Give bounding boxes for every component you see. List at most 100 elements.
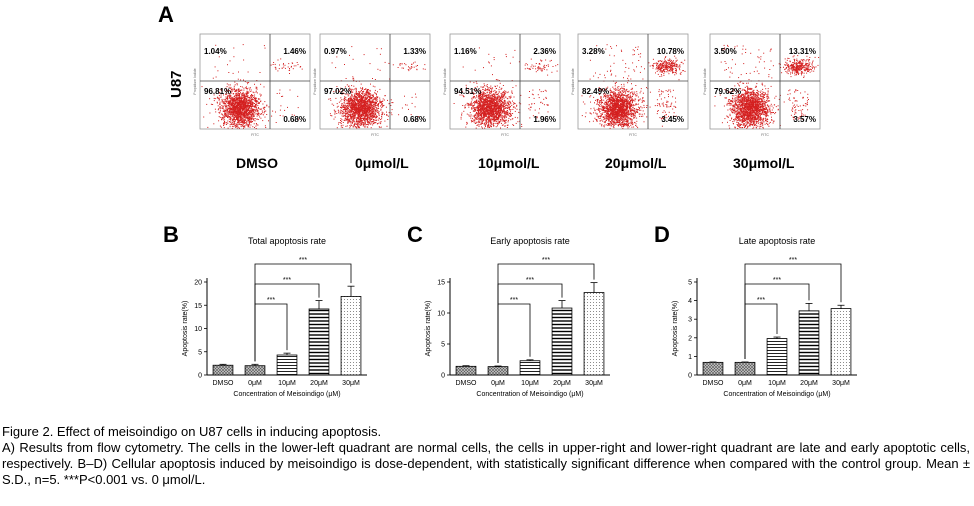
significance-label: *** <box>773 277 781 284</box>
facs-condition-label: DMSO <box>236 155 278 171</box>
quadrant-ll-value: 96.81% <box>204 87 231 96</box>
error-bar <box>805 302 813 311</box>
y-tick-label: 20 <box>194 280 202 287</box>
x-tick-label: 10μM <box>521 380 539 387</box>
bar <box>519 360 541 376</box>
bar-chart-svg: Early apoptosis rate 0 5 10 15 Apoptosis rate… <box>425 236 610 398</box>
bar-chart: Late apoptosis rate 0 1 2 3 4 5 Apoptosis rate(… <box>650 232 890 412</box>
bar <box>340 296 362 376</box>
y-axis-label: Apoptosis rate(%) <box>182 301 189 357</box>
y-tick-label: 10 <box>194 326 202 333</box>
significance-bracket <box>497 303 531 364</box>
facs-plot: 3.28% 10.78% 82.49% 3.45% Propidium Iodide FI… <box>571 33 689 137</box>
y-tick-label: 4 <box>688 298 692 305</box>
error-bar <box>558 300 566 309</box>
y-tick-label: 1 <box>688 354 692 361</box>
error-bar <box>494 365 502 367</box>
significance-label: *** <box>757 297 765 304</box>
significance-label: *** <box>267 297 275 304</box>
facs-condition-label: 10μmol/L <box>478 155 540 171</box>
x-tick-label: 30μM <box>832 380 850 387</box>
y-tick-label: 0 <box>198 373 202 380</box>
caption-title: Figure 2. Effect of meisoindigo on U87 c… <box>2 424 382 439</box>
row-label-u87: U87 <box>168 70 185 98</box>
facs-scatter: 0.97% 1.33% 97.02% 0.68% Propidium Iodide FIT… <box>313 33 431 137</box>
facs-plot: 3.50% 13.31% 79.62% 3.57% Propidium Iodide FI… <box>703 33 821 137</box>
quadrant-ur-value: 1.33% <box>403 47 426 56</box>
x-tick-label: 10μM <box>768 380 786 387</box>
facs-scatter: 1.04% 1.46% 96.81% 0.68% Propidium Iodide FIT… <box>193 33 311 137</box>
significance-label: *** <box>542 257 550 264</box>
bar <box>702 361 724 376</box>
panel-d-letter: D <box>654 222 670 247</box>
facs-x-axis-label: FITC <box>251 133 259 137</box>
error-bar <box>219 363 227 366</box>
x-axis-label: Concentration of Meisoindigo (μM) <box>476 391 583 398</box>
x-tick-label: DMSO <box>456 380 478 387</box>
bar <box>276 354 298 376</box>
facs-condition-label: 20μmol/L <box>605 155 667 171</box>
y-tick-label: 3 <box>688 317 692 324</box>
x-tick-label: 0μM <box>738 380 752 387</box>
y-tick-label: 0 <box>688 373 692 380</box>
facs-x-axis-label: FITC <box>501 133 509 137</box>
significance-label: *** <box>789 257 797 264</box>
facs-y-axis-label: Propidium Iodide <box>703 68 707 94</box>
y-axis-label: Apoptosis rate(%) <box>672 301 679 357</box>
y-tick-label: 5 <box>441 342 445 349</box>
x-axis-label: Concentration of Meisoindigo (μM) <box>233 391 340 398</box>
x-axis-label: Concentration of Meisoindigo (μM) <box>723 391 830 398</box>
y-tick-label: 15 <box>437 280 445 287</box>
x-tick-label: 0μM <box>248 380 262 387</box>
chart-title: Late apoptosis rate <box>739 236 816 246</box>
panel-a-letter: A <box>158 2 174 27</box>
error-bar <box>773 336 781 339</box>
quadrant-ur-value: 2.36% <box>533 47 556 56</box>
facs-condition-label: 0μmol/L <box>355 155 409 171</box>
facs-y-axis-label: Propidium Iodide <box>313 68 317 94</box>
quadrant-ul-value: 1.04% <box>204 47 227 56</box>
facs-plot: 1.16% 2.36% 94.51% 1.96% Propidium Iodide FIT… <box>443 33 561 137</box>
y-tick-label: 15 <box>194 303 202 310</box>
x-tick-label: 10μM <box>278 380 296 387</box>
facs-plot: 1.04% 1.46% 96.81% 0.68% Propidium Iodide FIT… <box>193 33 311 137</box>
bar <box>798 310 820 376</box>
bar <box>308 308 330 376</box>
bar-chart: Total apoptosis rate 0 5 10 15 20 Apoptosis ra… <box>160 232 400 412</box>
y-axis-label: Apoptosis rate(%) <box>425 301 432 357</box>
caption-body: A) Results from flow cytometry. The cell… <box>2 440 970 487</box>
panel-b-letter: B <box>163 222 179 247</box>
x-tick-label: 30μM <box>585 380 603 387</box>
bar <box>583 292 605 376</box>
facs-scatter: 3.50% 13.31% 79.62% 3.57% Propidium Iodide FI… <box>703 33 821 137</box>
cell-dots <box>328 46 426 129</box>
y-tick-label: 0 <box>441 373 445 380</box>
x-tick-label: DMSO <box>213 380 235 387</box>
facs-condition-label: 30μmol/L <box>733 155 795 171</box>
quadrant-lr-value: 3.45% <box>661 115 684 124</box>
quadrant-lr-value: 3.57% <box>793 115 816 124</box>
quadrant-lr-value: 1.96% <box>533 115 556 124</box>
bar <box>830 308 852 376</box>
x-tick-label: 20μM <box>310 380 328 387</box>
facs-x-axis-label: FITC <box>761 133 769 137</box>
y-tick-label: 2 <box>688 335 692 342</box>
error-bar <box>347 285 355 297</box>
facs-scatter: 3.28% 10.78% 82.49% 3.45% Propidium Iodide FI… <box>571 33 689 137</box>
y-tick-label: 5 <box>688 280 692 287</box>
significance-label: *** <box>526 277 534 284</box>
error-bar <box>251 363 259 366</box>
x-tick-label: 20μM <box>553 380 571 387</box>
y-tick-label: 10 <box>437 311 445 318</box>
chart-title: Total apoptosis rate <box>248 236 326 246</box>
quadrant-ur-value: 13.31% <box>789 47 816 56</box>
quadrant-ur-value: 1.46% <box>283 47 306 56</box>
cell-dots <box>201 44 303 129</box>
bar <box>551 307 573 376</box>
error-bar <box>315 300 323 309</box>
cell-dots <box>714 44 820 129</box>
bar-chart-svg: Total apoptosis rate 0 5 10 15 20 Apoptosis ra… <box>182 236 367 398</box>
bar-chart: Early apoptosis rate 0 5 10 15 Apoptosis rate… <box>403 232 643 412</box>
x-tick-label: DMSO <box>703 380 725 387</box>
bar <box>244 365 266 376</box>
